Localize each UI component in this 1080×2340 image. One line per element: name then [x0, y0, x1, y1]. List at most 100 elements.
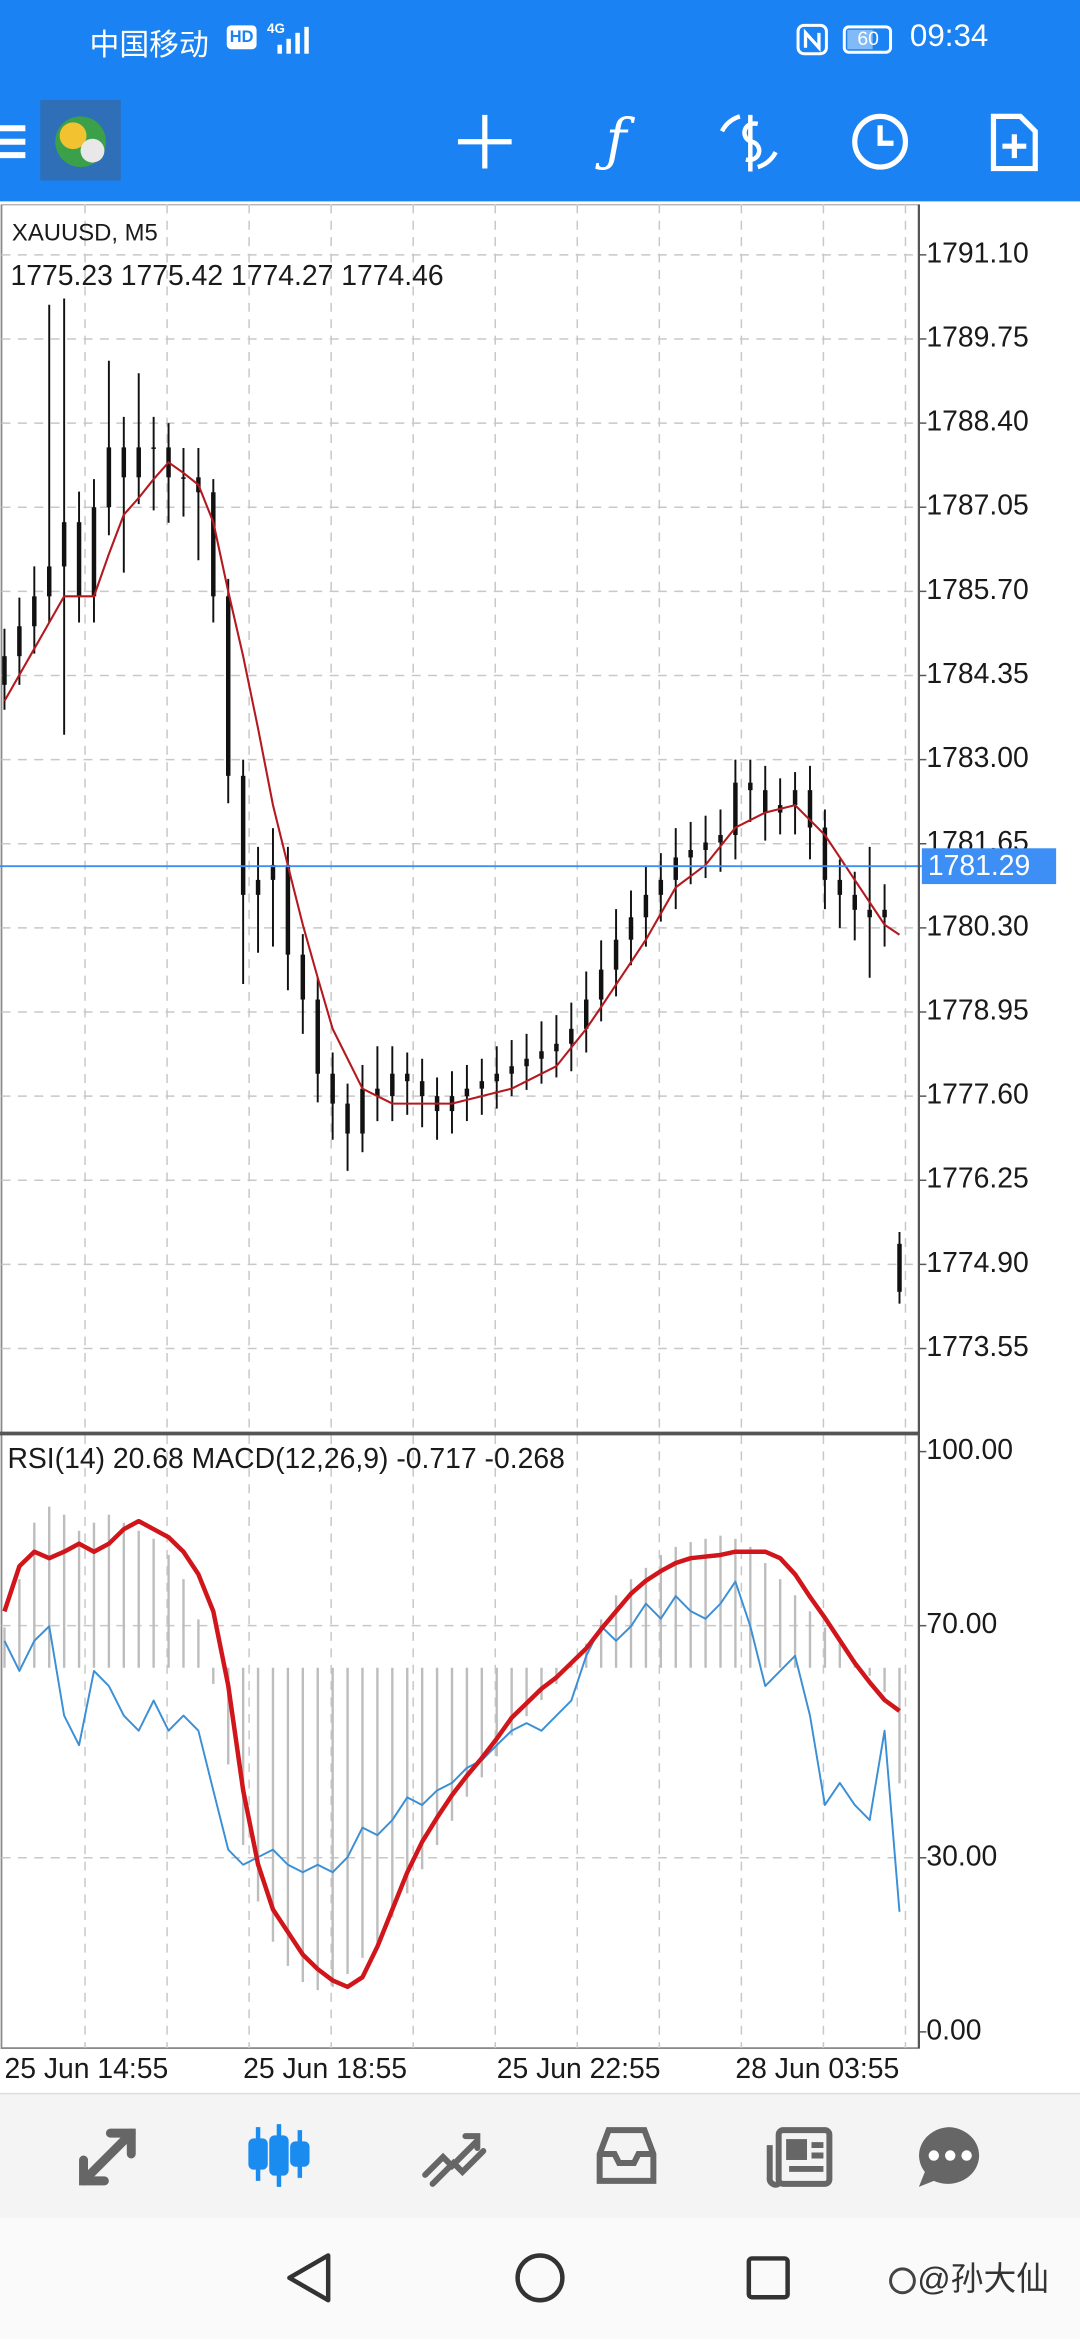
chart-title: XAUUSD, M5 — [12, 219, 158, 246]
news-tab[interactable] — [766, 2127, 833, 2188]
candle-body — [2, 656, 7, 685]
candle-body — [330, 1073, 335, 1104]
candle-body — [509, 1066, 514, 1074]
crosshair-button[interactable] — [457, 114, 512, 169]
moving-average-line — [3, 460, 901, 1105]
candle-body — [852, 894, 857, 910]
system-nav: @孙大仙 — [0, 2218, 1080, 2339]
clock: 09:34 — [909, 19, 989, 54]
network-type: 4G — [267, 20, 285, 36]
candle-body — [255, 879, 261, 895]
bid-label: 1781.29 — [928, 850, 1030, 882]
histogram-bar — [465, 1667, 469, 1797]
histogram-bar — [525, 1667, 528, 1717]
histogram-bar — [361, 1667, 364, 1958]
back-button[interactable] — [287, 2253, 331, 2303]
histogram-bar — [898, 1667, 901, 1784]
menu-button[interactable] — [0, 125, 26, 159]
candle-body — [136, 447, 141, 478]
histogram-bar — [719, 1535, 722, 1668]
recents-button[interactable] — [746, 2256, 790, 2300]
indicators-button[interactable]: ƒ — [595, 108, 636, 174]
candle-body — [628, 917, 634, 940]
histogram-bar — [808, 1611, 812, 1668]
histogram-bar — [793, 1595, 797, 1668]
histogram-bar — [510, 1667, 513, 1736]
histogram-bar — [480, 1667, 484, 1778]
histogram-bar — [644, 1567, 648, 1668]
candle-body — [61, 522, 67, 567]
histogram-bar — [435, 1667, 439, 1846]
candle-body — [345, 1103, 350, 1134]
candle-body — [315, 999, 320, 1074]
histogram-bar — [3, 1627, 6, 1668]
timeframe-button[interactable] — [852, 113, 909, 170]
candle-body — [32, 596, 37, 627]
carrier: 中国移动 — [89, 29, 209, 63]
candle-body — [285, 864, 291, 955]
candle-body — [807, 790, 813, 828]
candle-body — [837, 879, 843, 895]
new-order-button[interactable] — [990, 113, 1038, 172]
bottom-nav — [0, 2092, 1080, 2220]
home-button[interactable] — [515, 2253, 565, 2303]
history-tab[interactable] — [596, 2127, 657, 2184]
candle-body — [404, 1073, 410, 1082]
histogram-bar — [271, 1667, 275, 1942]
histogram-bar — [92, 1522, 96, 1668]
bottom-nav-icons — [79, 2124, 980, 2188]
candle-body — [763, 790, 768, 813]
histogram-bar — [376, 1667, 379, 1942]
x-tick-label: 25 Jun 14:55 — [4, 2053, 168, 2085]
histogram-bar — [197, 1619, 200, 1668]
y-tick-label: 1784.35 — [926, 658, 1028, 690]
histogram-bar — [346, 1667, 349, 1974]
bid-label-bg — [921, 848, 1057, 885]
histogram-bar — [570, 1664, 573, 1668]
symbol-button[interactable] — [719, 114, 778, 172]
y-tick-label: 1789.75 — [926, 321, 1028, 353]
x-tick-label: 28 Jun 03:55 — [735, 2053, 899, 2085]
candle-body — [643, 894, 649, 918]
histogram-bar — [241, 1667, 245, 1846]
chat-tab[interactable] — [918, 2127, 980, 2187]
candle-body — [91, 507, 97, 597]
candle-body — [225, 596, 231, 776]
candle-body — [106, 447, 112, 508]
candle-body — [703, 842, 708, 850]
histogram-bar — [495, 1667, 498, 1757]
candle-body — [867, 909, 872, 918]
nfc-icon — [796, 23, 828, 56]
indicator-line — [2, 1518, 901, 1990]
plot-frame — [0, 204, 920, 2049]
histogram-bar — [77, 1530, 81, 1668]
candle-body — [375, 1088, 380, 1097]
trade-tab[interactable] — [422, 2133, 487, 2187]
candle-body — [718, 835, 723, 843]
candle-body — [882, 909, 887, 918]
candle-body — [76, 522, 82, 597]
quotes-tab[interactable] — [79, 2128, 136, 2186]
histogram-bar — [749, 1546, 752, 1668]
candle-body — [524, 1058, 529, 1067]
candle-body — [121, 447, 127, 478]
candle-body — [569, 1028, 574, 1044]
app-icon[interactable] — [40, 99, 121, 181]
histogram-bar — [689, 1542, 692, 1668]
histogram-bar — [18, 1579, 21, 1668]
candle-body — [554, 1043, 559, 1052]
histogram-bar — [227, 1667, 230, 1765]
y-tick-label: 1783.00 — [926, 742, 1028, 774]
chart-tab[interactable] — [248, 2124, 310, 2187]
indicator-title: RSI(14) 20.68 MACD(12,26,9) -0.717 -0.26… — [7, 1443, 564, 1475]
histogram-bar — [420, 1667, 424, 1870]
histogram-bar — [823, 1627, 827, 1668]
candle-body — [688, 849, 693, 858]
histogram-bar — [48, 1506, 51, 1668]
candle-body — [181, 477, 186, 479]
chart: XAUUSD, M5 1775.23 1775.42 1774.27 1774.… — [0, 204, 1057, 2085]
candle-body — [270, 864, 276, 880]
histogram-bar — [391, 1667, 394, 1918]
histogram-bar — [540, 1667, 543, 1701]
